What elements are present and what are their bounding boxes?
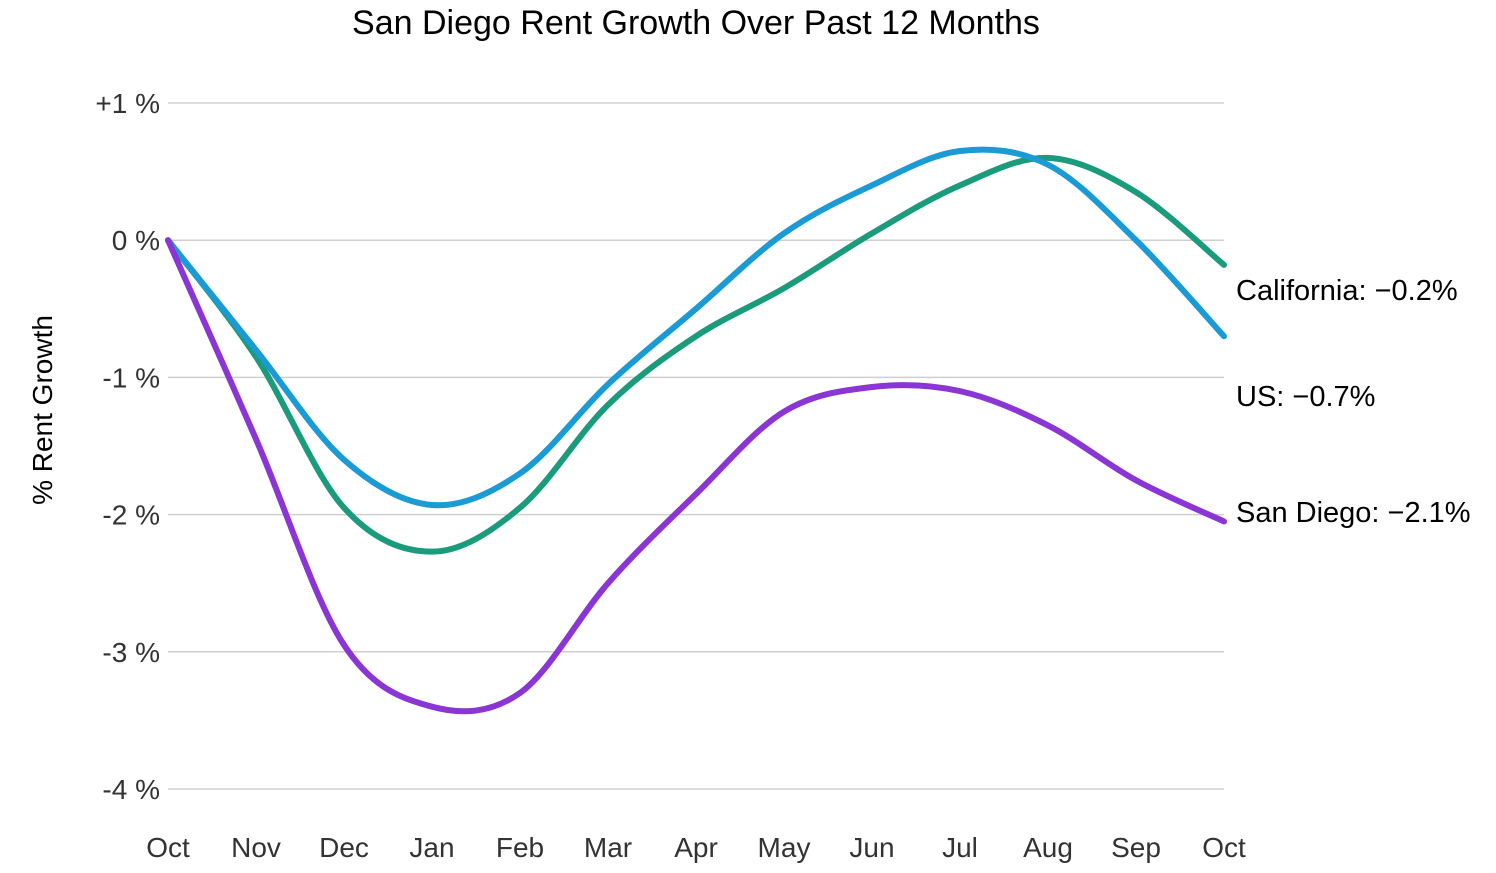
x-tick-label: Oct	[146, 832, 190, 863]
x-tick-labels: Oct Nov Dec Jan Feb Mar Apr May Jun Jul Aug Sep Oct	[146, 832, 1246, 863]
x-tick-label: Nov	[231, 832, 281, 863]
y-tick-label: -2 %	[102, 500, 160, 531]
y-tick-labels: +1 % 0 % -1 % -2 % -3 % -4 %	[95, 88, 160, 805]
x-tick-label: Jan	[409, 832, 454, 863]
series-end-label: San Diego: −2.1%	[1236, 497, 1471, 529]
series-end-label: California: −0.2%	[1236, 275, 1458, 307]
x-tick-label: Jul	[942, 832, 978, 863]
chart-title: San Diego Rent Growth Over Past 12 Month…	[352, 4, 1040, 42]
x-tick-label: May	[758, 832, 811, 863]
series-line-1	[165, 146, 1227, 509]
x-tick-label: Jun	[849, 832, 894, 863]
y-tick-label: +1 %	[95, 88, 160, 119]
y-axis-label: % Rent Growth	[27, 315, 58, 505]
series-lines	[165, 146, 1227, 715]
gridlines	[168, 102, 1224, 790]
y-tick-label: 0 %	[112, 225, 160, 256]
x-tick-label: Aug	[1023, 832, 1073, 863]
series-line-2	[165, 237, 1227, 715]
x-tick-label: Mar	[584, 832, 632, 863]
x-tick-label: Sep	[1111, 832, 1161, 863]
x-tick-label: Feb	[496, 832, 544, 863]
x-tick-label: Oct	[1202, 832, 1246, 863]
y-tick-label: -3 %	[102, 637, 160, 668]
x-tick-label: Apr	[674, 832, 718, 863]
y-tick-label: -1 %	[102, 362, 160, 393]
series-line-0	[165, 154, 1227, 555]
x-tick-label: Dec	[319, 832, 369, 863]
series-end-label: US: −0.7%	[1236, 381, 1375, 413]
y-tick-label: -4 %	[102, 774, 160, 805]
end-labels: California: −0.2% US: −0.7% San Diego: −2.…	[1236, 275, 1471, 529]
